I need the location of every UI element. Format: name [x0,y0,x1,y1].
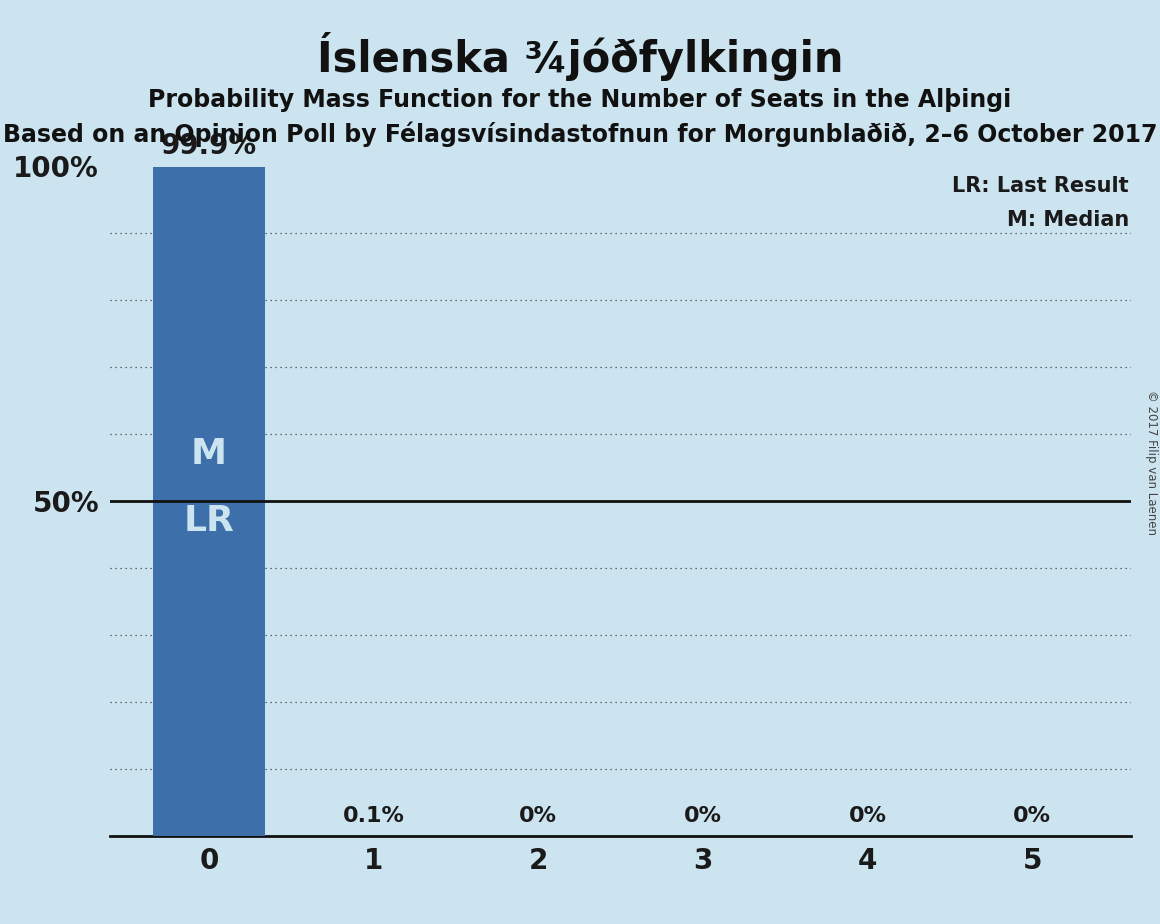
Text: M: Median: M: Median [1007,210,1129,230]
Text: Íslenska ¾jóðfylkingin: Íslenska ¾jóðfylkingin [317,32,843,81]
Text: LR: Last Result: LR: Last Result [952,176,1129,197]
Bar [153,167,264,836]
Text: 0%: 0% [1013,806,1051,826]
Text: M: M [191,437,227,471]
Text: Probability Mass Function for the Number of Seats in the Alþingi: Probability Mass Function for the Number… [148,88,1012,112]
Text: © 2017 Filip van Laenen: © 2017 Filip van Laenen [1145,390,1159,534]
Text: 0.1%: 0.1% [342,806,405,826]
Text: 99.9%: 99.9% [161,131,258,160]
Text: 0%: 0% [520,806,557,826]
Text: 0%: 0% [849,806,886,826]
Text: 0%: 0% [684,806,722,826]
Text: LR: LR [183,505,234,539]
Text: Based on an Opinion Poll by Félagsvísindastofnun for Morgunblaðið, 2–6 October 2: Based on an Opinion Poll by Félagsvísind… [2,122,1158,148]
